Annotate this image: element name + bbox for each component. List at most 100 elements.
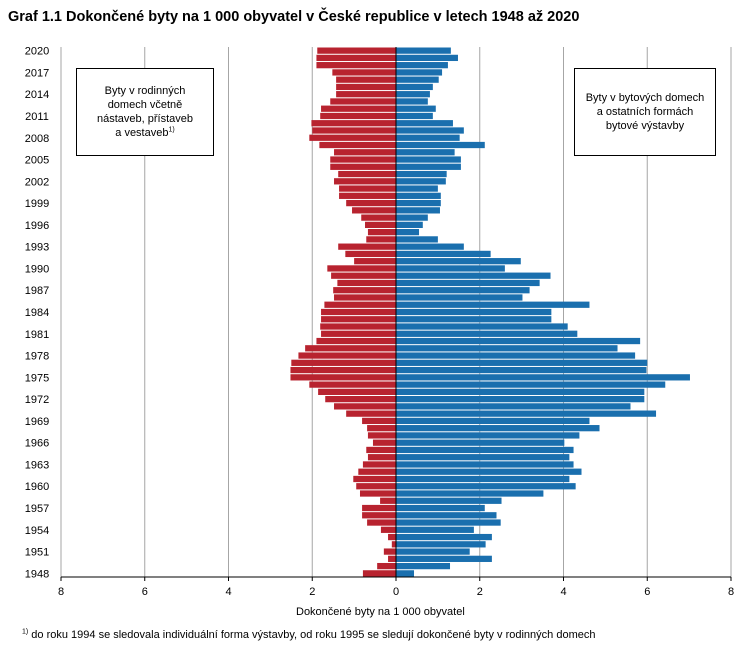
bar-apartment-buildings-1980	[396, 337, 641, 345]
bar-apartment-buildings-1970	[396, 410, 657, 417]
y-tick-label: 1978	[25, 351, 49, 363]
legend-right-line3: bytové výstavby	[605, 120, 685, 132]
bar-apartment-buildings-1984	[396, 308, 552, 316]
bar-apartment-buildings-2018	[396, 62, 448, 69]
bar-apartment-buildings-1957	[396, 504, 485, 512]
bar-apartment-buildings-2020	[396, 47, 451, 54]
bar-apartment-buildings-1977	[396, 359, 648, 366]
bar-apartment-buildings-1949	[396, 562, 451, 570]
bar-apartment-buildings-1979	[396, 345, 618, 352]
bar-family-houses-2009	[312, 127, 396, 134]
bar-family-houses-1974	[309, 381, 396, 388]
footnote-text: do roku 1994 se sledovala individuální f…	[28, 629, 596, 641]
bar-family-houses-2015	[336, 83, 396, 91]
bar-family-houses-1991	[354, 258, 396, 265]
bar-family-houses-1981	[321, 330, 396, 337]
bar-family-houses-1952	[391, 541, 396, 548]
bar-apartment-buildings-1989	[396, 272, 551, 279]
bar-family-houses-1965	[366, 446, 396, 454]
bar-apartment-buildings-1976	[396, 366, 647, 374]
bar-apartment-buildings-2019	[396, 54, 458, 62]
bar-apartment-buildings-1967	[396, 432, 580, 439]
bar-apartment-buildings-1986	[396, 294, 523, 301]
x-axis-label: Dokončené byty na 1 000 obyvatel	[296, 606, 465, 618]
y-tick-label: 2020	[25, 46, 49, 58]
bar-apartment-buildings-1974	[396, 381, 666, 388]
bar-family-houses-1998	[352, 207, 396, 214]
bar-apartment-buildings-2004	[396, 163, 461, 170]
bar-family-houses-1995	[367, 229, 396, 236]
x-tick-label: 0	[393, 586, 399, 598]
y-tick-label: 1960	[25, 481, 49, 493]
legend-right-line1: Byty v bytových domech	[585, 92, 705, 104]
footnote-mark: 1)	[22, 628, 29, 636]
bar-family-houses-1959	[359, 490, 396, 497]
bar-apartment-buildings-2005	[396, 156, 461, 163]
bar-apartment-buildings-1968	[396, 425, 600, 432]
bar-family-houses-1982	[320, 323, 396, 330]
legend-right-line2: a ostatních formách	[596, 106, 694, 118]
bar-family-houses-1966	[372, 439, 396, 446]
bar-family-houses-1977	[291, 359, 396, 366]
y-tick-label: 2005	[25, 155, 49, 167]
bar-family-houses-1975	[290, 374, 396, 381]
y-tick-label: 1990	[25, 263, 49, 275]
bar-family-houses-2002	[334, 178, 396, 185]
y-tick-label: 1972	[25, 394, 49, 406]
y-tick-label: 1975	[25, 372, 49, 384]
bar-family-houses-2008	[309, 134, 396, 141]
footnote: 1) do roku 1994 se sledovala individuáln…	[22, 628, 596, 641]
legend-left-line3: nástaveb, přístaveb	[96, 113, 193, 125]
bar-apartment-buildings-2001	[396, 185, 438, 192]
bar-family-houses-2012	[321, 105, 396, 112]
bar-family-houses-2017	[332, 69, 396, 76]
bar-family-houses-1980	[316, 337, 396, 345]
bar-apartment-buildings-1961	[396, 475, 570, 483]
bar-family-houses-2006	[334, 149, 396, 156]
y-tick-label: 1963	[25, 459, 49, 471]
bar-apartment-buildings-1954	[396, 526, 474, 533]
bar-family-houses-1968	[367, 425, 396, 432]
bar-apartment-buildings-2014	[396, 91, 430, 98]
bar-apartment-buildings-1990	[396, 265, 505, 272]
bar-family-houses-1996	[365, 221, 396, 229]
x-tick-label: 8	[728, 586, 734, 598]
legend-left-line2: domech včetně	[107, 99, 183, 111]
bar-apartment-buildings-1982	[396, 323, 568, 330]
y-tick-label: 2014	[25, 89, 49, 101]
bar-apartment-buildings-1959	[396, 490, 544, 497]
bar-apartment-buildings-1958	[396, 497, 502, 504]
bar-apartment-buildings-2003	[396, 170, 447, 178]
bar-apartment-buildings-2015	[396, 83, 433, 91]
bar-family-houses-2020	[317, 47, 396, 54]
bar-family-houses-2013	[330, 98, 396, 105]
bar-family-houses-2014	[336, 91, 396, 98]
bar-family-houses-1960	[356, 483, 396, 490]
y-tick-label: 2017	[25, 67, 49, 79]
x-tick-label: 4	[225, 586, 231, 598]
bar-family-houses-1971	[334, 403, 396, 410]
bar-family-houses-1957	[362, 504, 396, 512]
bar-apartment-buildings-1960	[396, 483, 576, 490]
bar-family-houses-1984	[321, 308, 396, 316]
bar-apartment-buildings-1950	[396, 555, 492, 562]
bar-family-houses-1955	[367, 519, 396, 526]
bar-apartment-buildings-2008	[396, 134, 460, 141]
bar-family-houses-1951	[383, 548, 396, 555]
bar-apartment-buildings-1969	[396, 417, 590, 425]
bar-family-houses-1988	[337, 279, 396, 287]
y-tick-label: 2011	[25, 111, 49, 123]
bar-family-houses-1983	[321, 316, 396, 323]
bar-apartment-buildings-1987	[396, 287, 530, 294]
bar-family-houses-1954	[380, 526, 396, 533]
bar-family-houses-2019	[316, 54, 396, 62]
bar-family-houses-1961	[353, 475, 396, 483]
bar-family-houses-1950	[388, 555, 396, 562]
bar-family-houses-2004	[330, 163, 396, 170]
bar-family-houses-2018	[316, 62, 396, 69]
y-tick-label: 1954	[25, 525, 49, 537]
bar-apartment-buildings-1992	[396, 250, 491, 258]
bar-family-houses-1964	[367, 454, 396, 461]
bar-family-houses-1969	[362, 417, 396, 425]
